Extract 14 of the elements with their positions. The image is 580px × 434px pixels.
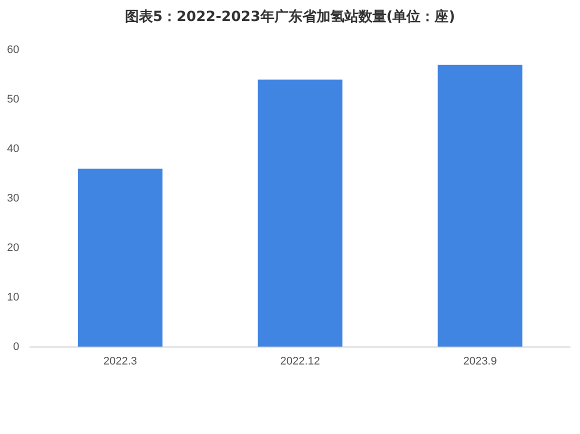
x-tick-label: 2023.9 — [463, 355, 497, 368]
y-tick-label: 40 — [6, 142, 20, 155]
y-tick-label: 20 — [6, 242, 20, 254]
y-tick-label: 50 — [6, 94, 20, 106]
y-tick-label: 10 — [6, 291, 20, 304]
y-tick-label: 60 — [6, 44, 20, 56]
bar — [258, 80, 342, 347]
y-tick-label: 0 — [13, 340, 20, 353]
y-tick-label: 30 — [6, 192, 20, 204]
bar — [438, 64, 522, 347]
x-tick-label: 2022.12 — [280, 355, 320, 368]
x-tick-label: 2022.3 — [103, 355, 138, 368]
chart-title: 图表5：2022-2023年广东省加氢站数量(单位：座) — [124, 8, 456, 26]
bar — [78, 168, 162, 347]
